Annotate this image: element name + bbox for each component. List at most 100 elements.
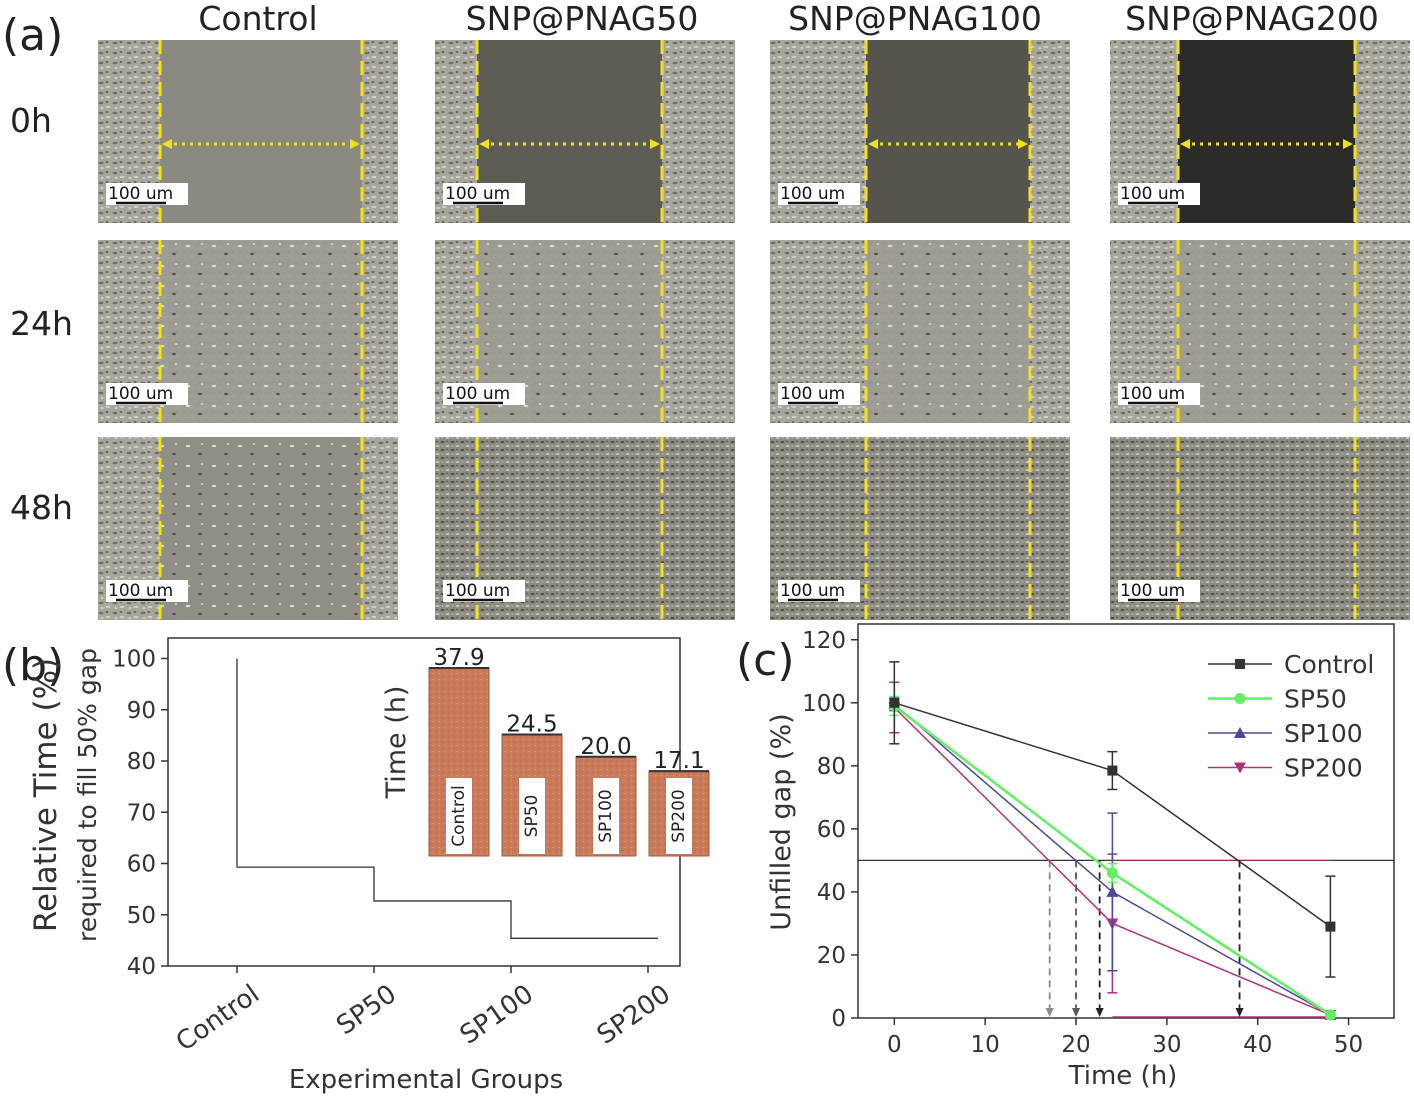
scale-bar-box bbox=[1118, 383, 1200, 405]
scale-bar-label: 100 um bbox=[1120, 581, 1185, 601]
x-tick-label: SP200 bbox=[592, 979, 676, 1051]
arrow-head-right bbox=[350, 139, 360, 149]
row-label: 48h bbox=[10, 488, 73, 527]
scale-bar-label: 100 um bbox=[780, 581, 845, 601]
y-tick-label: 20 bbox=[817, 943, 846, 969]
migrating-cells bbox=[160, 240, 362, 423]
data-point bbox=[1324, 1009, 1336, 1021]
data-point bbox=[1325, 921, 1336, 932]
scratch-gap bbox=[866, 40, 1030, 223]
y-axis-title-line2: required to fill 50% gap bbox=[73, 648, 102, 942]
scale-bar-label: 100 um bbox=[108, 581, 173, 601]
scale-bar-box bbox=[778, 383, 860, 405]
x-tick-label: Control bbox=[171, 979, 265, 1057]
scale-bar-box bbox=[443, 183, 525, 205]
scale-bar-box bbox=[1118, 580, 1200, 602]
inset-y-axis-title: Time (h) bbox=[381, 686, 412, 800]
column-header: SNP@PNAG200 bbox=[1125, 0, 1379, 38]
y-tick-label: 40 bbox=[817, 880, 846, 906]
scale-bar-label: 100 um bbox=[780, 384, 845, 404]
scale-bar-label: 100 um bbox=[445, 581, 510, 601]
legend-entry: SP50 bbox=[1208, 685, 1347, 714]
micrograph: 100 um bbox=[435, 437, 735, 620]
panel-a: (a) Control SNP@PNAG50 SNP@PNAG100 SNP@PNAG… bbox=[2, 0, 1410, 620]
legend-label: SP100 bbox=[1284, 719, 1363, 748]
y-axis-title: Unfilled gap (%) bbox=[766, 713, 797, 930]
arrow-head-right bbox=[650, 139, 660, 149]
micrograph: 100 um bbox=[435, 40, 735, 223]
scale-bar-label: 100 um bbox=[1120, 384, 1185, 404]
series bbox=[888, 695, 1336, 1021]
panel-b: (b) 40 50 60 70 80 90 100 Control SP50 SP100 SP200… bbox=[2, 637, 710, 1095]
column-header: SNP@PNAG50 bbox=[466, 0, 699, 38]
crossing-arrow bbox=[1072, 1008, 1081, 1017]
micrograph: 100 um bbox=[1110, 437, 1410, 620]
step-line bbox=[236, 658, 658, 939]
y-tick-label: 60 bbox=[817, 817, 846, 843]
scale-bar-label: 100 um bbox=[108, 384, 173, 404]
x-tick-label: 50 bbox=[1334, 1032, 1363, 1058]
plot-frame bbox=[857, 623, 1395, 1019]
data-point bbox=[1106, 867, 1118, 879]
scale-bar-label: 100 um bbox=[780, 184, 845, 204]
scratch-gap bbox=[160, 40, 362, 223]
data-point bbox=[1235, 659, 1245, 669]
panel-b-label: (b) bbox=[2, 640, 64, 691]
arrow-head-right bbox=[1018, 139, 1028, 149]
x-tick-label: 0 bbox=[887, 1032, 902, 1058]
column-header: SNP@PNAG100 bbox=[788, 0, 1042, 38]
series bbox=[889, 661, 1336, 978]
inset-category-box bbox=[666, 778, 692, 854]
scale-bar-box bbox=[106, 580, 188, 602]
data-point bbox=[1234, 693, 1246, 704]
migrating-cells bbox=[160, 437, 362, 620]
inset-category-box bbox=[519, 778, 545, 854]
y-tick-label: 50 bbox=[127, 903, 156, 929]
micrograph: 100 um bbox=[770, 437, 1070, 620]
data-point bbox=[1107, 765, 1118, 776]
scale-bar-label: 100 um bbox=[108, 184, 173, 204]
y-tick-label: 40 bbox=[127, 954, 156, 980]
inset-category-label: SP100 bbox=[596, 789, 616, 843]
micrograph: 100 um bbox=[98, 40, 398, 223]
arrow-head-left bbox=[1180, 139, 1190, 149]
migrating-cells bbox=[866, 240, 1030, 423]
legend-entry: SP200 bbox=[1208, 754, 1363, 783]
y-tick-label: 100 bbox=[112, 647, 156, 673]
y-tick-label: 80 bbox=[127, 749, 156, 775]
micrograph: 100 um bbox=[770, 40, 1070, 223]
y-tick-label: 120 bbox=[802, 628, 846, 654]
scale-bar-box bbox=[106, 383, 188, 405]
scale-bar-box bbox=[443, 580, 525, 602]
inset-value-label: 17.1 bbox=[653, 748, 704, 774]
y-tick-label: 70 bbox=[127, 800, 156, 826]
scale-bar-label: 100 um bbox=[445, 184, 510, 204]
scale-bar-box bbox=[778, 183, 860, 205]
legend-label: SP200 bbox=[1284, 754, 1363, 783]
inset-category-label: SP200 bbox=[669, 789, 689, 843]
inset-category-label: SP50 bbox=[522, 795, 542, 838]
x-tick-label: 10 bbox=[971, 1032, 1000, 1058]
micrograph: 100 um bbox=[770, 240, 1070, 423]
crossing-arrow bbox=[1095, 1008, 1104, 1017]
panel-c: (c) 0 20 40 60 80 100 120 0 10 20 30 40 50 Time (h) Un… bbox=[736, 623, 1395, 1091]
panel-c-label: (c) bbox=[736, 635, 795, 686]
arrow-head-right bbox=[1343, 139, 1353, 149]
x-axis-title: Experimental Groups bbox=[289, 1065, 563, 1095]
crossing-arrow bbox=[1045, 1008, 1054, 1017]
migrating-cells bbox=[1178, 240, 1355, 423]
x-tick-label: 40 bbox=[1243, 1032, 1272, 1058]
row-label: 24h bbox=[10, 304, 73, 343]
micrograph: 100 um bbox=[1110, 240, 1410, 423]
crossing-arrow bbox=[1235, 1008, 1244, 1017]
data-point bbox=[1106, 885, 1119, 897]
micrograph: 100 um bbox=[1110, 40, 1410, 223]
data-point bbox=[1234, 762, 1246, 774]
data-point bbox=[889, 697, 900, 708]
panel-a-label: (a) bbox=[2, 10, 63, 61]
x-tick-label: 20 bbox=[1061, 1032, 1090, 1058]
x-tick-label: SP50 bbox=[331, 979, 402, 1041]
scale-bar-box bbox=[106, 183, 188, 205]
column-header: Control bbox=[198, 0, 317, 38]
